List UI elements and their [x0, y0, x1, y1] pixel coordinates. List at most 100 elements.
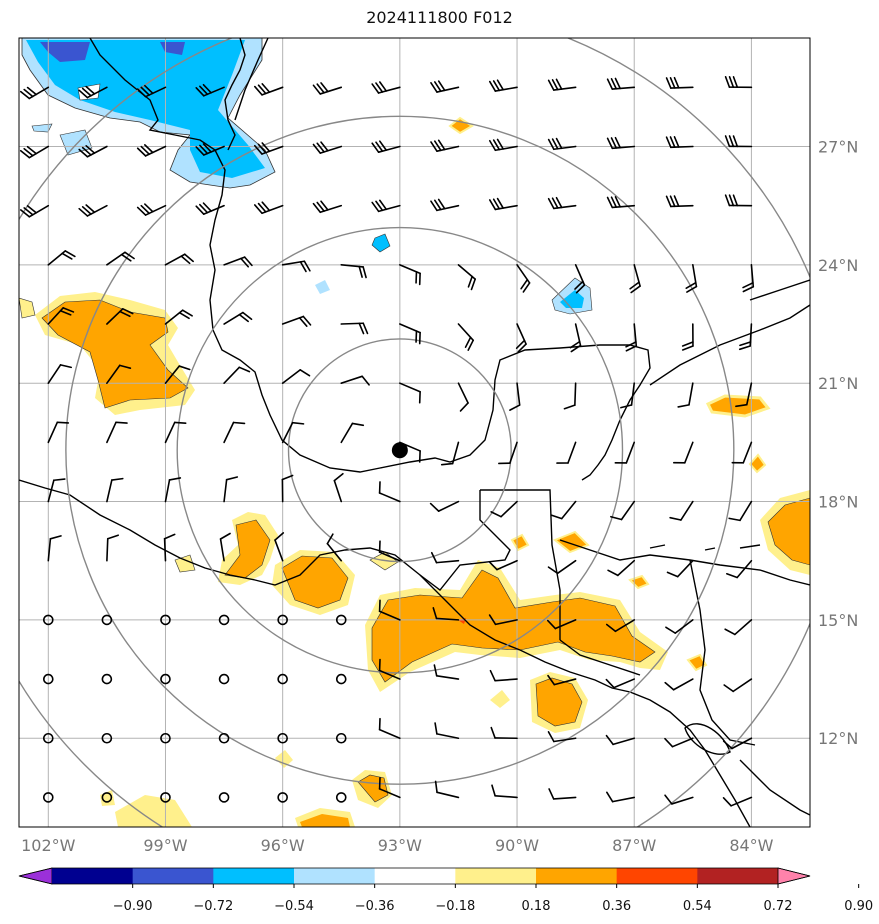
- wind-barb: [254, 201, 284, 215]
- wind-barb: [547, 196, 577, 210]
- wind-barb: [614, 441, 636, 464]
- us-texas-coastline: [224, 38, 246, 151]
- colorbar-swatch: [536, 868, 618, 884]
- colorbar-swatch: [616, 868, 698, 884]
- latitude-tick-label: 21°N: [818, 374, 858, 393]
- wind-barb: [685, 264, 698, 293]
- wind-barb: [19, 86, 50, 100]
- positive-anomaly-area: [490, 690, 510, 708]
- wind-barb: [434, 722, 460, 740]
- colorbar-swatch: [132, 868, 214, 884]
- range-ring: [65, 115, 735, 785]
- colorbar-extend-low: [18, 867, 53, 885]
- calm-wind-marker: [218, 614, 230, 626]
- wind-barb: [164, 253, 194, 266]
- wind-barb: [620, 382, 636, 409]
- wind-barb: [164, 365, 191, 384]
- wind-barb: [547, 559, 577, 575]
- wind-barb: [312, 200, 343, 214]
- wind-barb: [164, 309, 193, 325]
- nicaragua-coastline: [689, 559, 756, 746]
- wind-barb: [340, 422, 365, 444]
- colorbar-tick-label: 0.54: [683, 899, 712, 914]
- wind-barb: [371, 140, 401, 153]
- positive-anomaly-area: [41, 299, 189, 409]
- mexico-gulf-coastline: [89, 38, 651, 481]
- wind-barb: [547, 674, 577, 686]
- negative-anomaly-area: [371, 233, 391, 253]
- wind-barb: [47, 421, 70, 444]
- wind-barb: [430, 551, 460, 564]
- plot-area: [19, 38, 810, 827]
- wind-barb: [605, 734, 636, 746]
- colorbar-swatch: [213, 868, 295, 884]
- wind-barb: [106, 421, 128, 444]
- wind-barb: [195, 143, 225, 156]
- wind-barb: [430, 80, 460, 93]
- colorbar-tick-label: −0.36: [355, 899, 395, 914]
- wind-barb: [223, 256, 253, 268]
- latitude-tick-label: 24°N: [818, 256, 858, 275]
- wind-barb: [340, 322, 369, 335]
- wind-barbs: [19, 76, 755, 807]
- guatemala-border: [419, 490, 511, 591]
- longitude-tick-label: 87°W: [612, 836, 656, 855]
- wind-barb: [724, 135, 753, 148]
- positive-anomaly-area: [174, 554, 196, 573]
- wind-barb: [333, 472, 344, 503]
- wind-barb: [498, 441, 518, 465]
- calm-wind-marker: [101, 732, 113, 744]
- wind-barb: [106, 534, 119, 562]
- wind-barb: [488, 138, 518, 152]
- wind-barb: [274, 532, 285, 562]
- latitude-tick-labels: 27°N 24°N 21°N 18°N 15°N 12°N: [818, 137, 858, 748]
- wind-barb: [19, 204, 50, 218]
- wind-barb: [19, 145, 50, 159]
- wind-barb: [665, 195, 694, 208]
- latitude-tick-label: 12°N: [818, 729, 858, 748]
- wind-barb: [457, 382, 469, 412]
- longitude-tick-labels: 102°W 99°W 96°W 93°W 90°W 87°W 84°W: [21, 836, 774, 855]
- wind-barb: [457, 323, 475, 351]
- wind-barb: [606, 77, 636, 90]
- wind-barb: [724, 194, 753, 207]
- el-salvador-border: [559, 639, 641, 676]
- wind-barb: [664, 737, 694, 748]
- wind-barb: [488, 197, 518, 211]
- wind-barb: [106, 364, 132, 384]
- wind-barb: [106, 307, 134, 325]
- wind-barb: [223, 366, 251, 384]
- wind-barb: [488, 79, 518, 92]
- wind-barb: [47, 364, 73, 384]
- wind-barb: [550, 500, 577, 520]
- wind-barb: [672, 441, 694, 464]
- calm-wind-marker: [335, 792, 347, 803]
- wind-barb: [136, 84, 167, 98]
- range-ring: [287, 338, 512, 563]
- wind-barb: [738, 323, 753, 351]
- wind-barb: [509, 382, 521, 411]
- wind-barb: [664, 794, 694, 805]
- wind-barb: [136, 144, 167, 157]
- positive-anomaly-area: [19, 297, 36, 319]
- wind-barb: [399, 264, 421, 286]
- wind-barb: [515, 323, 527, 353]
- wind-barb: [457, 264, 476, 291]
- wind-barb: [378, 658, 401, 680]
- colorbar-swatch: [374, 868, 456, 884]
- latitude-tick-label: 15°N: [818, 611, 858, 630]
- wind-barb: [666, 559, 694, 578]
- wind-barb: [430, 139, 460, 153]
- calm-wind-marker: [160, 614, 171, 626]
- colorbar-swatch: [294, 868, 376, 884]
- longitude-tick-label: 102°W: [21, 836, 76, 855]
- wind-barb: [563, 382, 577, 410]
- wind-barb: [491, 784, 518, 799]
- calm-wind-marker: [160, 732, 171, 744]
- calm-wind-marker: [101, 673, 113, 685]
- range-rings: [19, 38, 810, 827]
- calm-wind-marker: [218, 792, 230, 803]
- wind-barb: [731, 441, 753, 464]
- wind-barb: [399, 323, 421, 345]
- colorbar-tick-label: −0.90: [113, 899, 153, 914]
